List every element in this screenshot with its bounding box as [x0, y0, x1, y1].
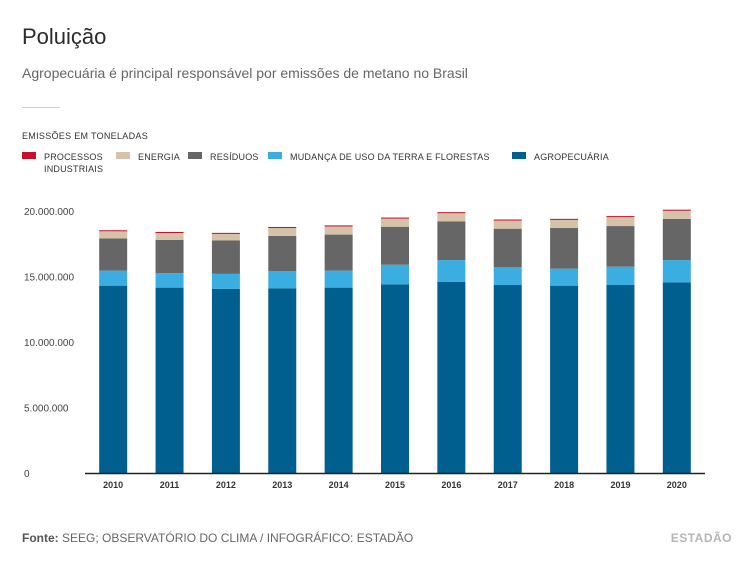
- x-tick-label: 2018: [554, 480, 574, 490]
- bar-segment: [493, 220, 522, 229]
- legend-label: AGROPECUÁRIA: [534, 152, 609, 162]
- bar-segment: [211, 288, 240, 473]
- bar-segment: [662, 210, 691, 219]
- bar-segment: [662, 218, 691, 261]
- y-tick-label: 10.000.000: [24, 338, 74, 349]
- x-tick-label: 2011: [160, 480, 180, 490]
- legend-label: RESÍDUOS: [210, 152, 259, 162]
- bar-segment: [99, 238, 128, 271]
- source-text: SEEG; OBSERVATÓRIO DO CLIMA / INFOGRÁFIC…: [62, 531, 414, 545]
- bar-segment: [99, 270, 128, 286]
- bar-segment: [381, 284, 409, 473]
- legend-label: PROCESSOS INDUSTRIAIS: [44, 152, 104, 174]
- source-note: Fonte: SEEG; OBSERVATÓRIO DO CLIMA / INF…: [22, 531, 413, 545]
- bar-segment: [493, 267, 522, 286]
- bar-segment: [268, 271, 297, 289]
- y-tick-label: 20.000.000: [24, 207, 74, 218]
- x-tick-label: 2020: [667, 480, 687, 490]
- bar-segment: [268, 235, 297, 272]
- bar-segment: [606, 216, 635, 218]
- y-tick-label: 5.000.000: [24, 404, 69, 415]
- chart-subtitle: Agropecuária é principal responsável por…: [22, 65, 468, 81]
- bar-segment: [606, 217, 635, 227]
- bar-segment: [550, 219, 579, 229]
- bar-segment: [324, 287, 353, 473]
- bar-segment: [662, 209, 691, 211]
- bar-segment: [493, 228, 522, 268]
- bar-segment: [381, 218, 409, 227]
- bar-segment: [99, 285, 128, 473]
- bar-segment: [493, 219, 522, 221]
- bar-segment: [550, 218, 579, 220]
- bar-segment: [324, 226, 353, 235]
- bar-segment: [550, 285, 579, 473]
- bar-segment: [99, 230, 128, 232]
- bar-segment: [381, 226, 409, 265]
- bar-segment: [493, 285, 522, 473]
- bar-segment: [381, 217, 409, 219]
- x-tick-label: 2017: [498, 480, 518, 490]
- legend-swatch: [116, 152, 130, 159]
- bar-segment: [155, 287, 184, 473]
- x-tick-label: 2016: [441, 480, 461, 490]
- bar-segment: [662, 282, 691, 473]
- brand-logo: ESTADÃO: [670, 531, 732, 545]
- bar-segment: [211, 240, 240, 274]
- bar-segment: [550, 268, 579, 286]
- x-tick-label: 2012: [216, 480, 236, 490]
- bar-segment: [324, 225, 353, 227]
- bar-segment: [155, 231, 184, 234]
- bar-segment: [324, 270, 353, 288]
- bar-segment: [211, 232, 240, 234]
- bar-segment: [606, 226, 635, 267]
- bar-segment: [268, 228, 297, 236]
- x-tick-label: 2019: [610, 480, 630, 490]
- bar-segment: [437, 281, 466, 473]
- bar-segment: [550, 228, 579, 269]
- bar-segment: [606, 285, 635, 473]
- legend-label: ENERGIA: [138, 152, 180, 162]
- source-label: Fonte:: [22, 531, 59, 545]
- bar-segment: [437, 212, 466, 214]
- bar-segment: [437, 260, 466, 282]
- x-tick-label: 2015: [385, 480, 405, 490]
- bar-segment: [155, 273, 184, 288]
- bar-segment: [99, 231, 128, 239]
- bar-segment: [606, 266, 635, 286]
- bar-segment: [155, 233, 184, 240]
- bar-segment: [662, 260, 691, 283]
- bar-segment: [211, 233, 240, 241]
- y-tick-label: 15.000.000: [24, 273, 74, 284]
- units-label: EMISSÕES EM TONELADAS: [22, 131, 149, 141]
- legend-swatch: [188, 152, 202, 159]
- legend-swatch: [512, 152, 526, 159]
- chart-title: Poluição: [22, 24, 107, 49]
- bar-segment: [211, 273, 240, 289]
- bar-segment: [268, 288, 297, 473]
- bar-segment: [381, 264, 409, 285]
- x-tick-label: 2014: [329, 480, 349, 490]
- legend-label: MUDANÇA DE USO DA TERRA E FLORESTAS: [290, 152, 490, 162]
- bar-segment: [437, 213, 466, 222]
- y-tick-label: 0: [24, 469, 30, 480]
- legend-swatch: [22, 152, 36, 159]
- bar-segment: [268, 226, 297, 229]
- divider: [22, 107, 60, 108]
- x-tick-label: 2010: [103, 480, 123, 490]
- bar-segment: [155, 239, 184, 274]
- x-tick-label: 2013: [272, 480, 292, 490]
- bar-segment: [324, 234, 353, 271]
- legend-swatch: [268, 152, 282, 159]
- bar-segment: [437, 221, 466, 261]
